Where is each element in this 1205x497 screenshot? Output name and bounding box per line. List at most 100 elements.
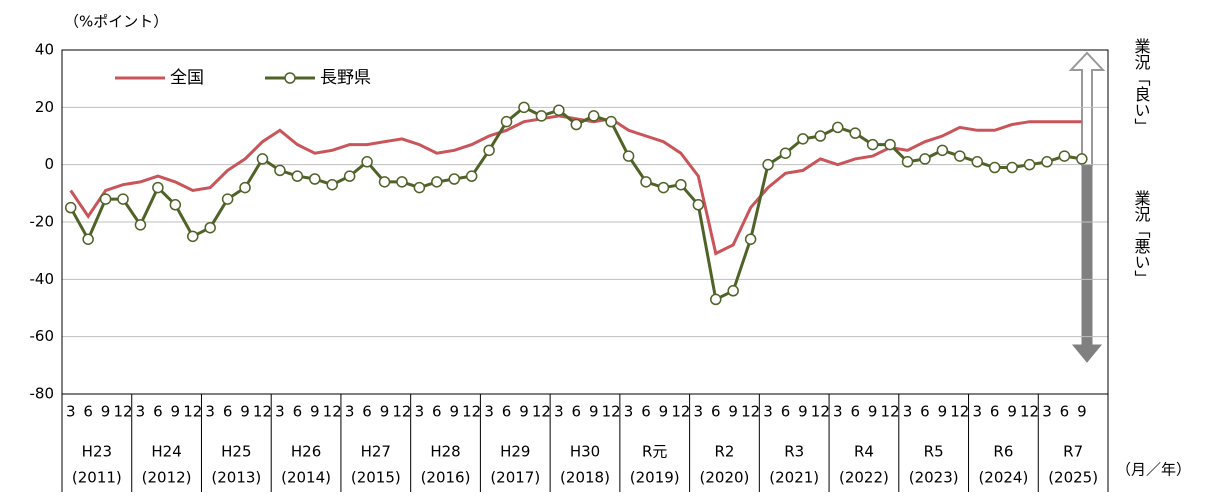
year-sub-label: (2011): [72, 469, 122, 487]
x-tick-label: 6: [502, 403, 512, 421]
series-marker: [82, 233, 94, 245]
year-label: H28: [430, 443, 460, 461]
x-tick-label: 9: [1077, 403, 1087, 421]
year-sub-label: (2016): [421, 469, 471, 487]
series-marker: [710, 293, 722, 306]
x-tick-label: 6: [920, 403, 930, 421]
year-label: H26: [291, 443, 321, 461]
x-tick-label: 12: [1020, 403, 1039, 421]
x-tick-label: 3: [415, 403, 425, 421]
series-marker: [239, 181, 251, 194]
year-sub-label: (2017): [490, 469, 540, 487]
series-marker: [622, 150, 635, 162]
series-marker: [640, 176, 652, 188]
x-tick-label: 6: [641, 403, 651, 421]
year-sub-label: (2015): [351, 469, 401, 487]
year-sub-label: (2012): [142, 469, 192, 487]
series-marker: [954, 150, 966, 162]
series-marker: [744, 233, 757, 245]
series-marker: [396, 176, 408, 188]
series-marker: [605, 115, 617, 128]
year-label: R元: [642, 443, 667, 461]
series-marker: [343, 170, 356, 182]
x-tick-label: 9: [938, 403, 948, 421]
x-tick-label: 9: [380, 403, 390, 421]
x-tick-label: 12: [532, 403, 551, 421]
series-marker: [866, 138, 879, 151]
year-label: H24: [151, 443, 181, 461]
x-tick-label: 6: [83, 403, 93, 421]
x-tick-label: 9: [798, 403, 808, 421]
x-tick-label: 12: [881, 403, 900, 421]
x-tick-label: 3: [1042, 403, 1052, 421]
arrow-up: [1068, 51, 1106, 166]
x-tick-label: 6: [1060, 403, 1070, 421]
year-sub-label: (2021): [769, 469, 819, 487]
x-tick-label: 9: [101, 403, 111, 421]
x-tick-label: 3: [484, 403, 494, 421]
year-label: R4: [854, 443, 874, 461]
year-label: H30: [570, 443, 600, 461]
series-marker: [535, 110, 548, 122]
series-marker: [936, 144, 949, 157]
x-unit-label: （月／年）: [1116, 461, 1191, 479]
series-marker: [518, 101, 530, 114]
x-tick-label: 3: [554, 403, 564, 421]
arrow-down: [1071, 164, 1103, 363]
series-marker: [134, 219, 147, 231]
x-tick-label: 3: [763, 403, 773, 421]
x-tick-label: 3: [275, 403, 285, 421]
series-marker: [570, 118, 583, 131]
series-marker: [919, 153, 931, 165]
series-marker: [1006, 161, 1018, 174]
series-marker: [500, 115, 513, 128]
year-sub-label: (2013): [211, 469, 261, 487]
y-tick-label: -40: [30, 270, 55, 288]
series-line: [69, 114, 1082, 256]
series-marker: [692, 199, 705, 211]
x-tick-label: 6: [572, 403, 582, 421]
x-tick-label: 9: [519, 403, 529, 421]
annotation-good: 業況「良い」: [1132, 38, 1151, 134]
series-marker: [779, 147, 792, 159]
series-marker: [117, 193, 129, 205]
series-marker: [169, 199, 182, 211]
x-tick-label: 12: [183, 403, 202, 421]
series-marker: [553, 104, 565, 116]
legend-label: 長野県: [320, 68, 371, 88]
series-line: [69, 105, 1083, 302]
series-marker: [988, 161, 1001, 174]
year-label: H29: [500, 443, 530, 461]
year-sub-label: (2020): [700, 469, 750, 487]
series-marker: [762, 158, 774, 171]
series-marker: [657, 181, 670, 194]
x-tick-label: 3: [694, 403, 704, 421]
y-tick-label: -80: [30, 385, 55, 403]
year-sub-label: (2014): [281, 469, 331, 487]
year-label: H25: [221, 443, 251, 461]
series-marker: [884, 138, 896, 151]
series-marker: [221, 193, 234, 205]
year-sub-label: (2025): [1048, 469, 1098, 487]
y-tick-label: 0: [44, 155, 54, 173]
x-tick-label: 12: [671, 403, 690, 421]
year-label: R5: [924, 443, 944, 461]
series-marker: [971, 156, 983, 168]
series-marker: [483, 144, 495, 157]
x-tick-label: 9: [659, 403, 669, 421]
x-tick-label: 12: [113, 403, 132, 421]
x-tick-label: 12: [323, 403, 342, 421]
series-marker: [797, 133, 809, 145]
year-label: H23: [82, 443, 112, 461]
x-tick-label: 6: [223, 403, 233, 421]
series-marker: [727, 285, 739, 297]
x-tick-label: 9: [240, 403, 250, 421]
x-tick-label: 12: [811, 403, 830, 421]
series-marker: [99, 193, 112, 205]
x-tick-label: 3: [136, 403, 146, 421]
y-tick-label: 20: [35, 98, 54, 116]
year-label: R3: [784, 443, 804, 461]
year-sub-label: (2018): [560, 469, 610, 487]
year-sub-label: (2019): [630, 469, 680, 487]
